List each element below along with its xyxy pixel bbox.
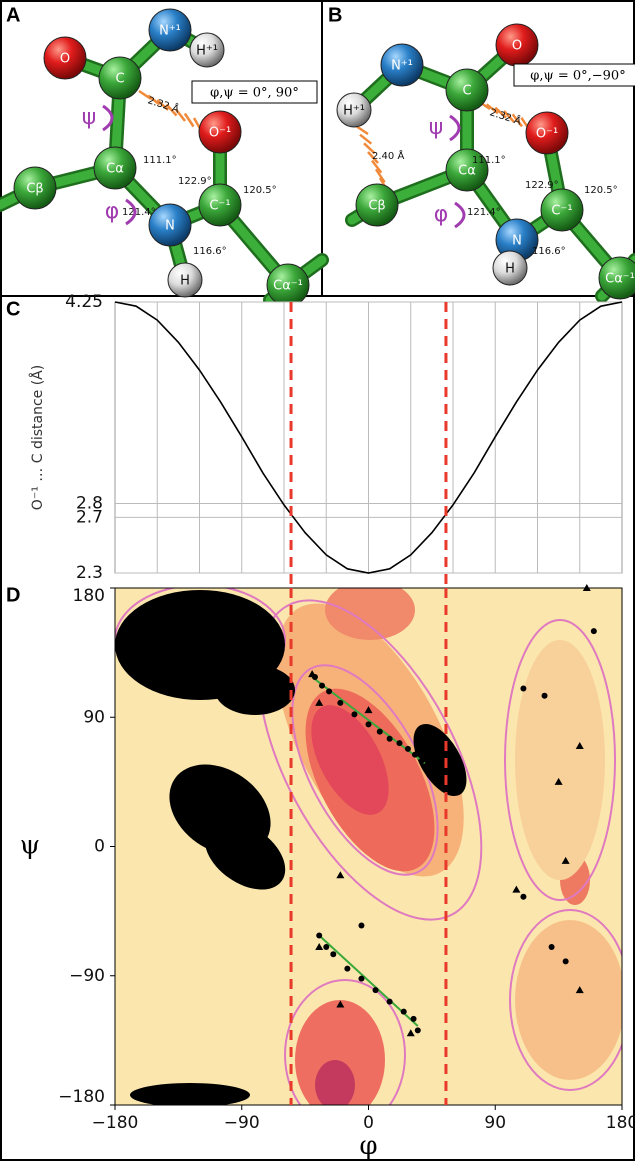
circle-point	[549, 944, 555, 950]
y-tick-label: −90	[69, 966, 105, 986]
atom-label: O⁻¹	[209, 126, 231, 141]
torsion-arrow	[450, 116, 459, 140]
angle-label: 122.9°	[178, 176, 212, 187]
circle-point	[520, 686, 526, 692]
torsion-label: ψ	[82, 105, 97, 130]
atom-label: Cβ	[26, 182, 43, 197]
atom-label: C	[462, 84, 471, 99]
atom-label: O	[60, 52, 70, 67]
atom-label: N⁺¹	[391, 59, 413, 74]
circle-point	[330, 951, 336, 957]
panel-label: B	[328, 4, 342, 26]
circle-point	[319, 683, 325, 689]
torsion-label: φ	[105, 199, 120, 224]
circle-point	[316, 933, 322, 939]
density-background	[115, 566, 630, 1130]
circle-point	[323, 944, 329, 950]
circle-point	[373, 987, 379, 993]
angle-label: 116.6°	[193, 246, 227, 257]
circle-point	[405, 746, 411, 752]
y-tick-label: 180	[73, 586, 105, 606]
y-tick-label: 90	[83, 707, 105, 727]
atom-label: N	[512, 234, 522, 249]
circle-point	[542, 693, 548, 699]
circle-point	[326, 688, 332, 694]
atom-label: Cβ	[368, 199, 385, 214]
y-tick-label: 2.3	[76, 563, 103, 583]
atom-label: O⁻¹	[536, 127, 558, 142]
panel-label: A	[6, 4, 20, 26]
angle-label: 121.4°	[467, 207, 501, 218]
figure: AOCN⁺¹H⁺¹CαCβNHC⁻¹O⁻¹Cα⁻¹111.1°121.4°122…	[0, 0, 635, 1161]
circle-point	[591, 628, 597, 634]
angle-label: 120.5°	[584, 185, 618, 196]
circle-point	[415, 1027, 421, 1033]
atom-label: O	[512, 39, 522, 54]
atom-label: C⁻¹	[551, 204, 572, 219]
atom-label: C⁻¹	[209, 199, 230, 214]
circle-point	[344, 966, 350, 972]
atom-label: H	[505, 262, 515, 277]
x-tick-label: −90	[224, 1113, 260, 1133]
panel-label: C	[6, 298, 20, 320]
circle-point	[401, 1009, 407, 1015]
contact-hash	[185, 114, 194, 127]
y-tick-label: 2.8	[76, 494, 103, 514]
y-tick-label: 4.25	[65, 292, 103, 312]
circle-point	[358, 922, 364, 928]
atom-label: H	[180, 274, 190, 289]
angle-label: 111.1°	[143, 155, 177, 166]
angle-label: 116.6°	[532, 246, 566, 257]
chart: C2.32.72.84.25O⁻¹ … C distance (Å)	[6, 292, 622, 588]
angle-label: 120.5°	[243, 185, 277, 196]
circle-point	[563, 958, 569, 964]
contact-hash	[356, 126, 368, 134]
x-tick-label: −180	[92, 1113, 139, 1133]
circle-point	[337, 700, 343, 706]
angle-box-text: φ,ψ = 0°, 90°	[210, 86, 299, 101]
atom-label: C	[115, 72, 124, 87]
x-tick-label: 180	[606, 1113, 635, 1133]
angle-label: 121.4°	[122, 207, 156, 218]
circle-point	[377, 729, 383, 735]
circle-point	[387, 999, 393, 1005]
circle-point	[358, 976, 364, 982]
distance-label: 2.40 Å	[372, 149, 404, 162]
torsion-label: φ	[434, 202, 449, 227]
panel-label: D	[6, 584, 20, 606]
panel-a: A O C N⁺¹ H⁺¹ Cα Cβ N H C⁻¹ O⁻¹ Cα⁻¹ 111.1° 121.4° 122…	[0, 4, 322, 306]
y-axis-label: ψ	[20, 831, 40, 861]
atom-label: H⁺¹	[343, 104, 365, 119]
distance-label: 2.32 Å	[146, 93, 181, 115]
distance-label: 2.32 Å	[488, 105, 523, 127]
figure-canvas: AOCN⁺¹H⁺¹CαCβNHC⁻¹O⁻¹Cα⁻¹111.1°121.4°122…	[0, 0, 635, 1161]
angle-label: 111.1°	[472, 155, 506, 166]
atom-label: Cα⁻¹	[273, 279, 303, 294]
x-tick-label: 0	[363, 1113, 374, 1133]
circle-point	[520, 894, 526, 900]
panel-b: BOCN⁺¹H⁺¹CαCβNHC⁻¹O⁻¹Cα⁻¹111.1°121.4°122…	[328, 4, 635, 299]
circle-point	[396, 740, 402, 746]
contact-hash	[360, 135, 371, 144]
y-axis-label: O⁻¹ … C distance (Å)	[29, 365, 46, 510]
circle-point	[411, 1016, 417, 1022]
torsion-arrow	[455, 203, 464, 227]
atom-label: H⁺¹	[196, 44, 218, 59]
atom-label: Cα⁻¹	[605, 272, 635, 287]
torsion-label: ψ	[429, 115, 444, 140]
angle-label: 122.9°	[525, 180, 559, 191]
circle-point	[351, 711, 357, 717]
x-tick-label: 90	[484, 1113, 506, 1133]
circle-point	[419, 757, 425, 763]
atom-label: N	[165, 219, 175, 234]
y-tick-label: −180	[58, 1087, 105, 1107]
atom-label: N⁺¹	[159, 24, 181, 39]
circle-point	[387, 736, 393, 742]
angle-box-text: φ,ψ = 0°,−90°	[530, 69, 625, 84]
circle-point	[366, 721, 372, 727]
circle-point	[412, 752, 418, 758]
atom-label: Cα	[106, 162, 124, 177]
y-tick-label: 0	[94, 837, 105, 857]
x-axis-label: φ	[359, 1131, 377, 1161]
